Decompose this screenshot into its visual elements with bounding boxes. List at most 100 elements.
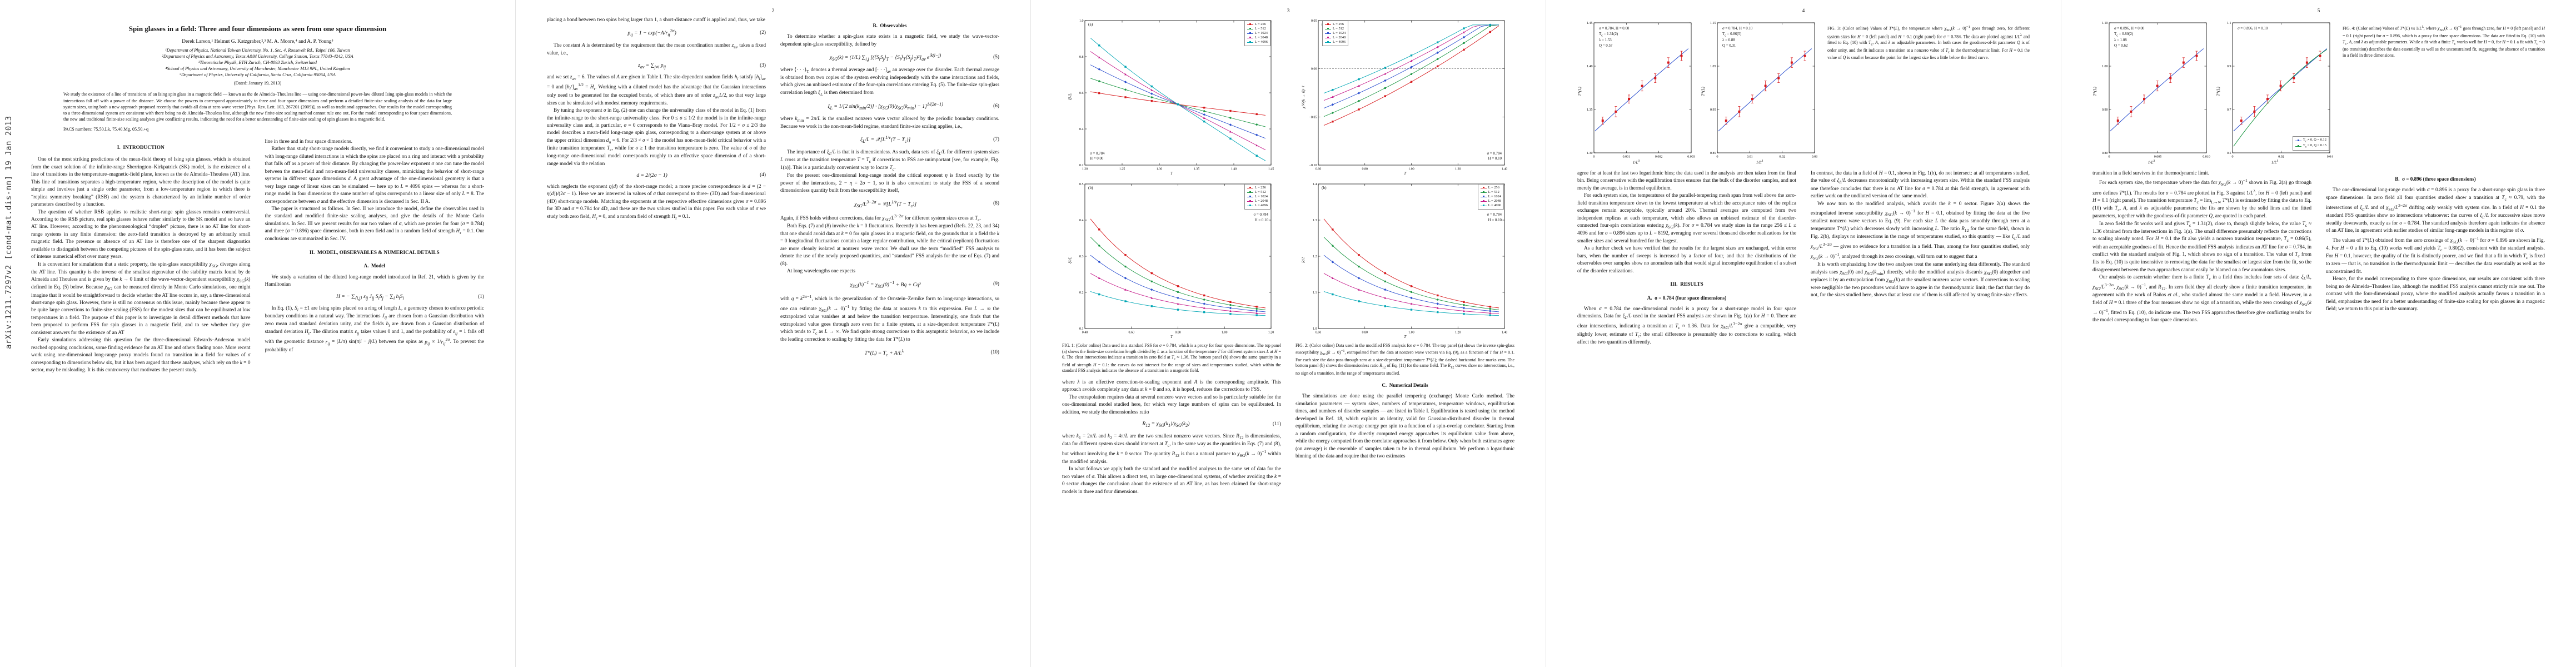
x-tick-label: 1.40 [1502, 331, 1508, 335]
legend-swatch [1325, 41, 1331, 43]
paragraph: In zero field the fit works well and giv… [2092, 221, 2311, 273]
paragraph: The values of T*(L) obtained from the ze… [2326, 235, 2545, 275]
x-axis-label: 1/Lλ [1756, 159, 1763, 165]
x-tick-label: 1.00 [1222, 331, 1228, 335]
page-4: 4 0 0.001 0.002 0.003 1.30 1.35 1.40 1.45 T*(L) 1… [1546, 0, 2061, 667]
affiliation-line: ⁴School of Physics and Astronomy, Univer… [165, 66, 350, 72]
data-point [1790, 61, 1793, 64]
legend-label: L = 2048 [1488, 199, 1501, 203]
panel-tag: (a) [1088, 22, 1093, 27]
equation: ξL = 1/[2 sin(kmin/2)] · [χSG(0)/χSG(kmi… [780, 101, 999, 112]
subsection-heading: C. Numerical Details [1382, 382, 1428, 389]
legend-swatch [1480, 191, 1487, 193]
paragraph: where ⟨· · ·⟩T denotes a thermal average… [780, 67, 999, 97]
column-right: line in three and in four space dimensio… [265, 138, 485, 354]
legend-swatch [2295, 145, 2301, 147]
y-tick-label: 1.00 [2102, 65, 2108, 68]
y-tick-label: 0.1 [1079, 327, 1084, 331]
paragraph: line in three and in four space dimensio… [265, 138, 353, 145]
figure-1: 1.20 1.25 1.30 1.35 1.40 1.45 0.2 0.4 0.6 0.8 1.0 ξ… [1062, 17, 1281, 340]
paragraph: Our analysis to ascertain whether there … [2092, 275, 2312, 323]
x-tick-label: 1.20 [1268, 331, 1274, 335]
plot-legend: Tc ≠ 0, Q = 0.12 Tc = 0, Q = 0.15 [2292, 136, 2329, 151]
affiliation-line: ⁵Department of Physics, University of Ca… [180, 72, 336, 78]
equation-body: ξL/L = 𝒳[L1/ν(T − Tc)] [860, 135, 911, 145]
y-tick-label: 0.3 [1079, 255, 1084, 258]
y-tick-label: 1.15 [1710, 22, 1716, 25]
x-axis-label: T [1403, 334, 1407, 340]
column-right-text: C. Numerical Details The simulations are … [1296, 382, 1514, 460]
panel-annotation: σ = 0.896, H = 0.00 Tc = 0.80(2) λ = 1.08 Q… [2114, 27, 2145, 48]
x-tick-label: 0.80 [1362, 168, 1368, 171]
legend-entry: L = 512 [1480, 190, 1501, 195]
y-tick-label: 1.0 [1313, 327, 1317, 331]
y-tick-label: 1.05 [1710, 65, 1716, 68]
x-tick-label: 1.30 [1157, 168, 1163, 171]
x-tick-label: 1.00 [1408, 331, 1414, 335]
y-axis-label: T*(L) [1577, 87, 1582, 97]
panel-annotation: σ = 0.784, H = 0.10 Tc = 0.86(5) λ = 0.88 Q… [1722, 27, 1753, 48]
data-point [2305, 61, 2308, 64]
y-tick-label: 0.80 [2102, 152, 2108, 155]
affiliation-line: ²Department of Physics and Astronomy, Te… [162, 53, 353, 59]
data-point [2116, 120, 2119, 122]
x-tick-label: 0.60 [1316, 168, 1322, 171]
data-point [2293, 77, 2295, 79]
legend-entry: L = 512 [1247, 27, 1268, 31]
x-tick-label: 0.40 [1082, 331, 1088, 335]
equation-body: χSG(k) = (1/L) ∑i,j [(⟨SiSj⟩T − ⟨Si⟩T⟨Sj… [829, 53, 941, 62]
subsection-heading: B. Observables [873, 23, 907, 28]
figure-3-caption: FIG. 3: (Color online) Values of T*(L), … [1827, 25, 2030, 61]
x-tick-label: 0.001 [1623, 156, 1631, 159]
page-number: 2 [771, 8, 775, 13]
data-point [2130, 110, 2132, 113]
legend-swatch [1247, 23, 1253, 25]
equation-number: (2) [760, 30, 766, 36]
equation-number: (9) [993, 281, 999, 287]
paragraph: where λ is an effective correction-to-sc… [1062, 379, 1281, 393]
plot-legend: L = 256 L = 512 L = 1024 L = 2048 L = 4096 [1477, 184, 1504, 210]
equation: χSG/L3−2σ = 𝒞[L1/ν(T − Tc)] (8) [780, 199, 999, 210]
equation-body: R12 = χSG(k1)/χSG(k2) [1142, 421, 1190, 429]
page-5-columns: transition in a field survives in the th… [2092, 170, 2545, 325]
paragraph: Rather than study short-range models dir… [265, 146, 485, 205]
equation-number: (7) [993, 136, 999, 142]
figure-panel-a: 0.60 0.80 1.00 1.20 1.40 −0.10 −0.05 0.00 0.05 χ S… [1301, 17, 1508, 177]
column-right: 0.60 0.80 1.00 1.20 1.40 −0.10 −0.05 0.00 0.05 χ S… [1296, 17, 1514, 461]
legend-label: L = 512 [1333, 27, 1344, 31]
equation-number: (1) [478, 293, 484, 300]
legend-label: L = 1024 [1254, 195, 1268, 198]
plot-legend: L = 256 L = 512 L = 1024 L = 2048 L = 4096 [1244, 184, 1270, 210]
legend-swatch [1325, 32, 1331, 34]
plot-frame [1084, 20, 1272, 166]
legend-label: L = 4096 [1488, 203, 1501, 207]
plot-canvas: 0.60 0.80 1.00 1.20 1.40 1.0 1.1 1.2 1.3 1.4 [1313, 183, 1508, 335]
equation: zav = ∑j≠i pij (3) [547, 62, 766, 71]
axis-ticks: 1.20 1.25 1.30 1.35 1.40 1.45 0.2 0.4 0.6 0.8 1.0 [1079, 19, 1274, 171]
plot-canvas: 1.20 1.25 1.30 1.35 1.40 1.45 0.2 0.4 0.6 0.8 1.0 [1079, 19, 1274, 171]
y-tick-label: 1.45 [1587, 22, 1593, 25]
paragraph: As a further check we have verified that… [1577, 246, 1796, 274]
y-tick-label: 0.2 [1079, 291, 1084, 295]
legend-swatch [1247, 200, 1253, 202]
equation-number: (5) [993, 54, 999, 60]
panel-annotation: σ = 0.784 H = 0.10 [1253, 213, 1268, 222]
legend-label: L = 1024 [1488, 195, 1501, 198]
equation-body: d = 2/(2σ − 1) [636, 172, 667, 179]
legend-label: L = 1024 [1254, 31, 1268, 35]
figure-4: 0 0.005 0.010 0.80 0.90 1.00 1.10 T*(L) 1/Lλ σ = … [2092, 19, 2334, 165]
legend-swatch [1247, 191, 1253, 193]
y-tick-label: 1.30 [1587, 152, 1593, 155]
legend-label: Tc ≠ 0, Q = 0.12 [2303, 138, 2326, 143]
data-point [1738, 110, 1741, 113]
paragraph: For the present one-dimensional long-ran… [780, 173, 999, 194]
y-axis-label: T*(L) [2215, 87, 2221, 97]
figure-1-caption: FIG. 1: (Color online) Data used in a st… [1062, 343, 1282, 374]
y-tick-label: 1.1 [2227, 22, 2231, 25]
column-left: I. INTRODUCTION One of the most striking … [31, 138, 251, 375]
x-tick-label: 0.04 [2327, 156, 2333, 159]
y-tick-label: 0.2 [1079, 164, 1084, 167]
column-left: placing a bond between two spins being l… [547, 17, 766, 221]
y-tick-label: 1.40 [1587, 65, 1593, 68]
equation-number: (4) [760, 172, 766, 178]
